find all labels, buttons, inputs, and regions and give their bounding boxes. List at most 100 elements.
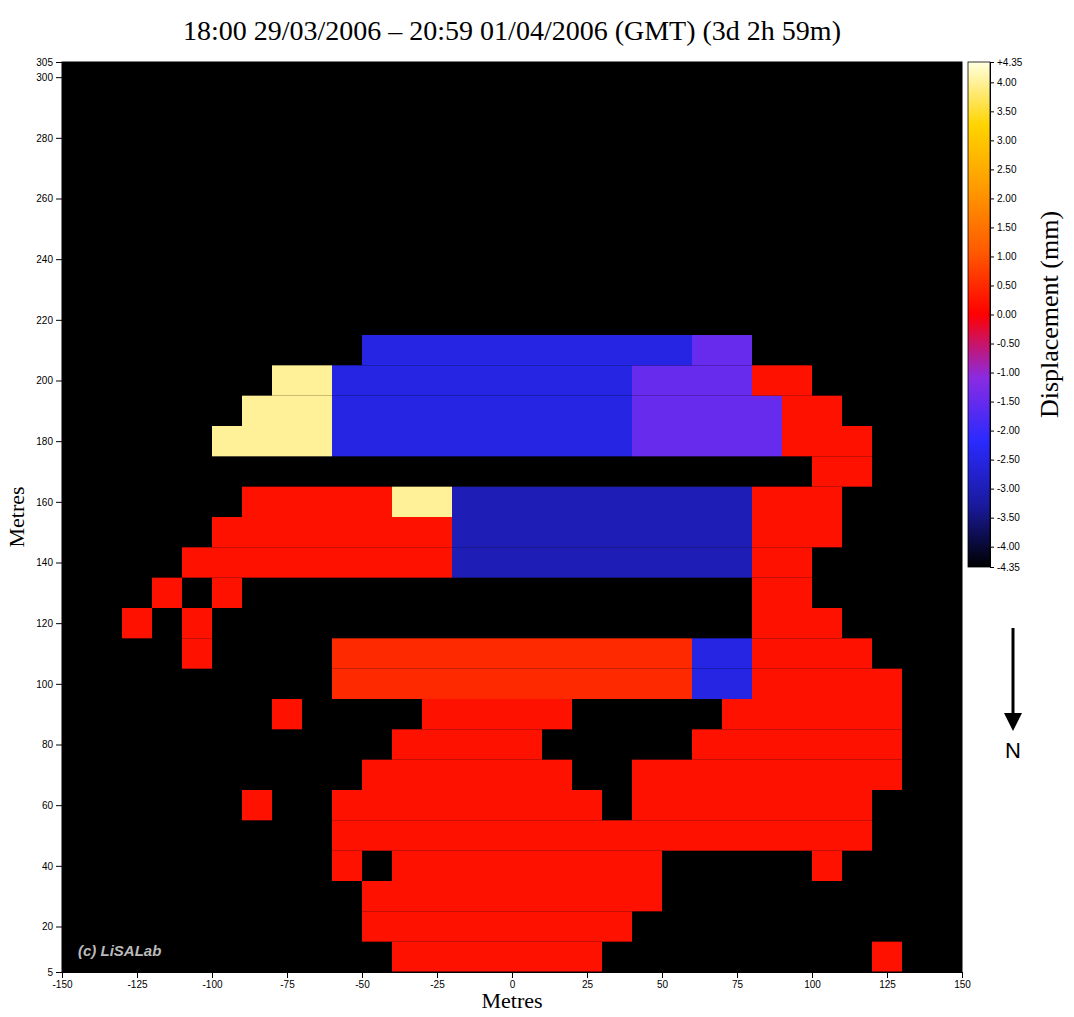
- cell: [212, 547, 242, 577]
- cell: [392, 365, 422, 395]
- y-tick: 260: [36, 193, 62, 204]
- cell: [512, 820, 542, 850]
- cell: [392, 729, 422, 759]
- x-tick: 50: [657, 972, 669, 990]
- y-tick: 240: [36, 254, 62, 265]
- cell: [212, 578, 242, 608]
- cells: [122, 335, 902, 972]
- cell: [572, 426, 602, 456]
- x-tick-label: -125: [127, 979, 147, 990]
- cell: [482, 699, 512, 729]
- cell: [452, 669, 482, 699]
- cell: [422, 911, 452, 941]
- cell: [842, 638, 872, 668]
- cell: [632, 760, 662, 790]
- y-tick: 80: [42, 739, 62, 750]
- cell: [482, 911, 512, 941]
- x-tick: 25: [582, 972, 594, 990]
- cell: [392, 335, 422, 365]
- cell: [512, 365, 542, 395]
- cell: [782, 669, 812, 699]
- colorbar-tick-mark: [990, 62, 994, 63]
- cell: [422, 365, 452, 395]
- colorbar-tick-mark: [990, 489, 994, 490]
- cell: [572, 365, 602, 395]
- y-tick-mark: [56, 62, 62, 63]
- cell: [482, 851, 512, 881]
- cell: [602, 517, 632, 547]
- cell: [392, 547, 422, 577]
- colorbar-tick: -0.50: [990, 338, 1020, 349]
- cell: [812, 699, 842, 729]
- cell: [632, 487, 662, 517]
- cell: [782, 365, 812, 395]
- cell: [332, 790, 362, 820]
- cell: [632, 669, 662, 699]
- cell: [542, 365, 572, 395]
- cell: [482, 396, 512, 426]
- cell: [362, 396, 392, 426]
- x-tick: -125: [127, 972, 147, 990]
- cell: [842, 456, 872, 486]
- cell: [812, 669, 842, 699]
- cell: [632, 396, 662, 426]
- chart-svg: 18:00 29/03/2006 – 20:59 01/04/2006 (GMT…: [0, 0, 1074, 1017]
- cell: [722, 335, 752, 365]
- x-tick-label: 75: [732, 979, 744, 990]
- cell: [782, 729, 812, 759]
- y-tick-mark: [56, 77, 62, 78]
- cell: [632, 820, 662, 850]
- y-tick: 160: [36, 497, 62, 508]
- cell: [422, 638, 452, 668]
- cell: [662, 638, 692, 668]
- title: 18:00 29/03/2006 – 20:59 01/04/2006 (GMT…: [183, 15, 841, 46]
- cell: [422, 790, 452, 820]
- cell: [692, 638, 722, 668]
- colorbar-tick-mark: [990, 567, 994, 568]
- cell: [572, 820, 602, 850]
- cell: [512, 517, 542, 547]
- colorbar-tick-label: 3.00: [997, 135, 1017, 146]
- colorbar-tick-mark: [990, 547, 994, 548]
- cell: [452, 729, 482, 759]
- cell: [812, 820, 842, 850]
- cell: [392, 942, 422, 972]
- cell: [542, 820, 572, 850]
- x-tick: -25: [430, 972, 445, 990]
- cell: [512, 396, 542, 426]
- cell: [542, 487, 572, 517]
- cell: [812, 456, 842, 486]
- cell: [452, 335, 482, 365]
- cell: [482, 820, 512, 850]
- cell: [722, 820, 752, 850]
- cell: [452, 942, 482, 972]
- colorbar-tick-label: -0.50: [997, 338, 1020, 349]
- colorbar-tick-mark: [990, 198, 994, 199]
- cell: [842, 820, 872, 850]
- cell: [182, 638, 212, 668]
- y-tick-mark: [56, 805, 62, 806]
- colorbar-tick-mark: [990, 256, 994, 257]
- plot-background: [62, 62, 962, 972]
- cell: [512, 699, 542, 729]
- x-tick-mark: [137, 972, 138, 978]
- cell: [482, 881, 512, 911]
- y-tick-label: 300: [36, 72, 53, 83]
- colorbar-tick-mark: [990, 82, 994, 83]
- cell: [512, 547, 542, 577]
- x-tick-mark: [887, 972, 888, 978]
- cell: [812, 760, 842, 790]
- colorbar-tick-mark: [990, 460, 994, 461]
- y-tick: 280: [36, 133, 62, 144]
- cell: [482, 426, 512, 456]
- cell: [422, 335, 452, 365]
- cell: [362, 911, 392, 941]
- cell: [452, 517, 482, 547]
- x-tick-mark: [962, 972, 963, 978]
- cell: [452, 699, 482, 729]
- y-tick-label: 200: [36, 375, 53, 386]
- cell: [842, 790, 872, 820]
- colorbar-tick-label: 2.50: [997, 164, 1017, 175]
- cell: [542, 942, 572, 972]
- cell: [602, 638, 632, 668]
